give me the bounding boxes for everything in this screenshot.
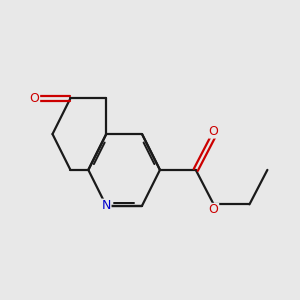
Text: O: O: [209, 125, 219, 138]
Text: O: O: [30, 92, 40, 105]
Text: N: N: [101, 199, 111, 212]
Text: O: O: [209, 203, 219, 216]
